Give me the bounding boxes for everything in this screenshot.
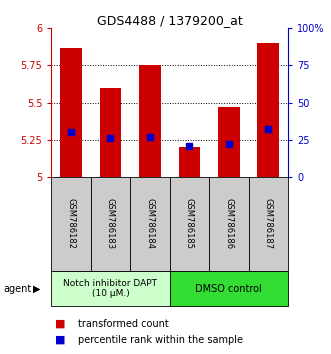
Bar xyxy=(218,107,240,177)
Bar xyxy=(249,177,288,271)
Bar xyxy=(258,43,279,177)
Bar xyxy=(51,271,169,306)
Text: ▶: ▶ xyxy=(33,284,41,293)
Text: GSM786185: GSM786185 xyxy=(185,198,194,250)
Bar xyxy=(51,177,91,271)
Text: GSM786184: GSM786184 xyxy=(145,198,155,250)
Bar xyxy=(169,177,209,271)
Text: GSM786182: GSM786182 xyxy=(67,198,75,250)
Title: GDS4488 / 1379200_at: GDS4488 / 1379200_at xyxy=(97,14,243,27)
Text: Notch inhibitor DAPT
(10 μM.): Notch inhibitor DAPT (10 μM.) xyxy=(64,279,158,298)
Text: ■: ■ xyxy=(55,319,65,329)
Bar xyxy=(91,177,130,271)
Text: transformed count: transformed count xyxy=(78,319,168,329)
Bar xyxy=(100,88,121,177)
Bar xyxy=(178,147,200,177)
Text: GSM786186: GSM786186 xyxy=(224,198,233,250)
Bar xyxy=(139,65,161,177)
Text: percentile rank within the sample: percentile rank within the sample xyxy=(78,335,243,345)
Bar xyxy=(169,271,288,306)
Bar xyxy=(130,177,169,271)
Bar xyxy=(209,177,249,271)
Text: GSM786183: GSM786183 xyxy=(106,198,115,250)
Text: agent: agent xyxy=(3,284,31,293)
Text: ■: ■ xyxy=(55,335,65,345)
Text: GSM786187: GSM786187 xyxy=(264,198,273,250)
Text: DMSO control: DMSO control xyxy=(195,284,262,293)
Bar xyxy=(60,48,82,177)
